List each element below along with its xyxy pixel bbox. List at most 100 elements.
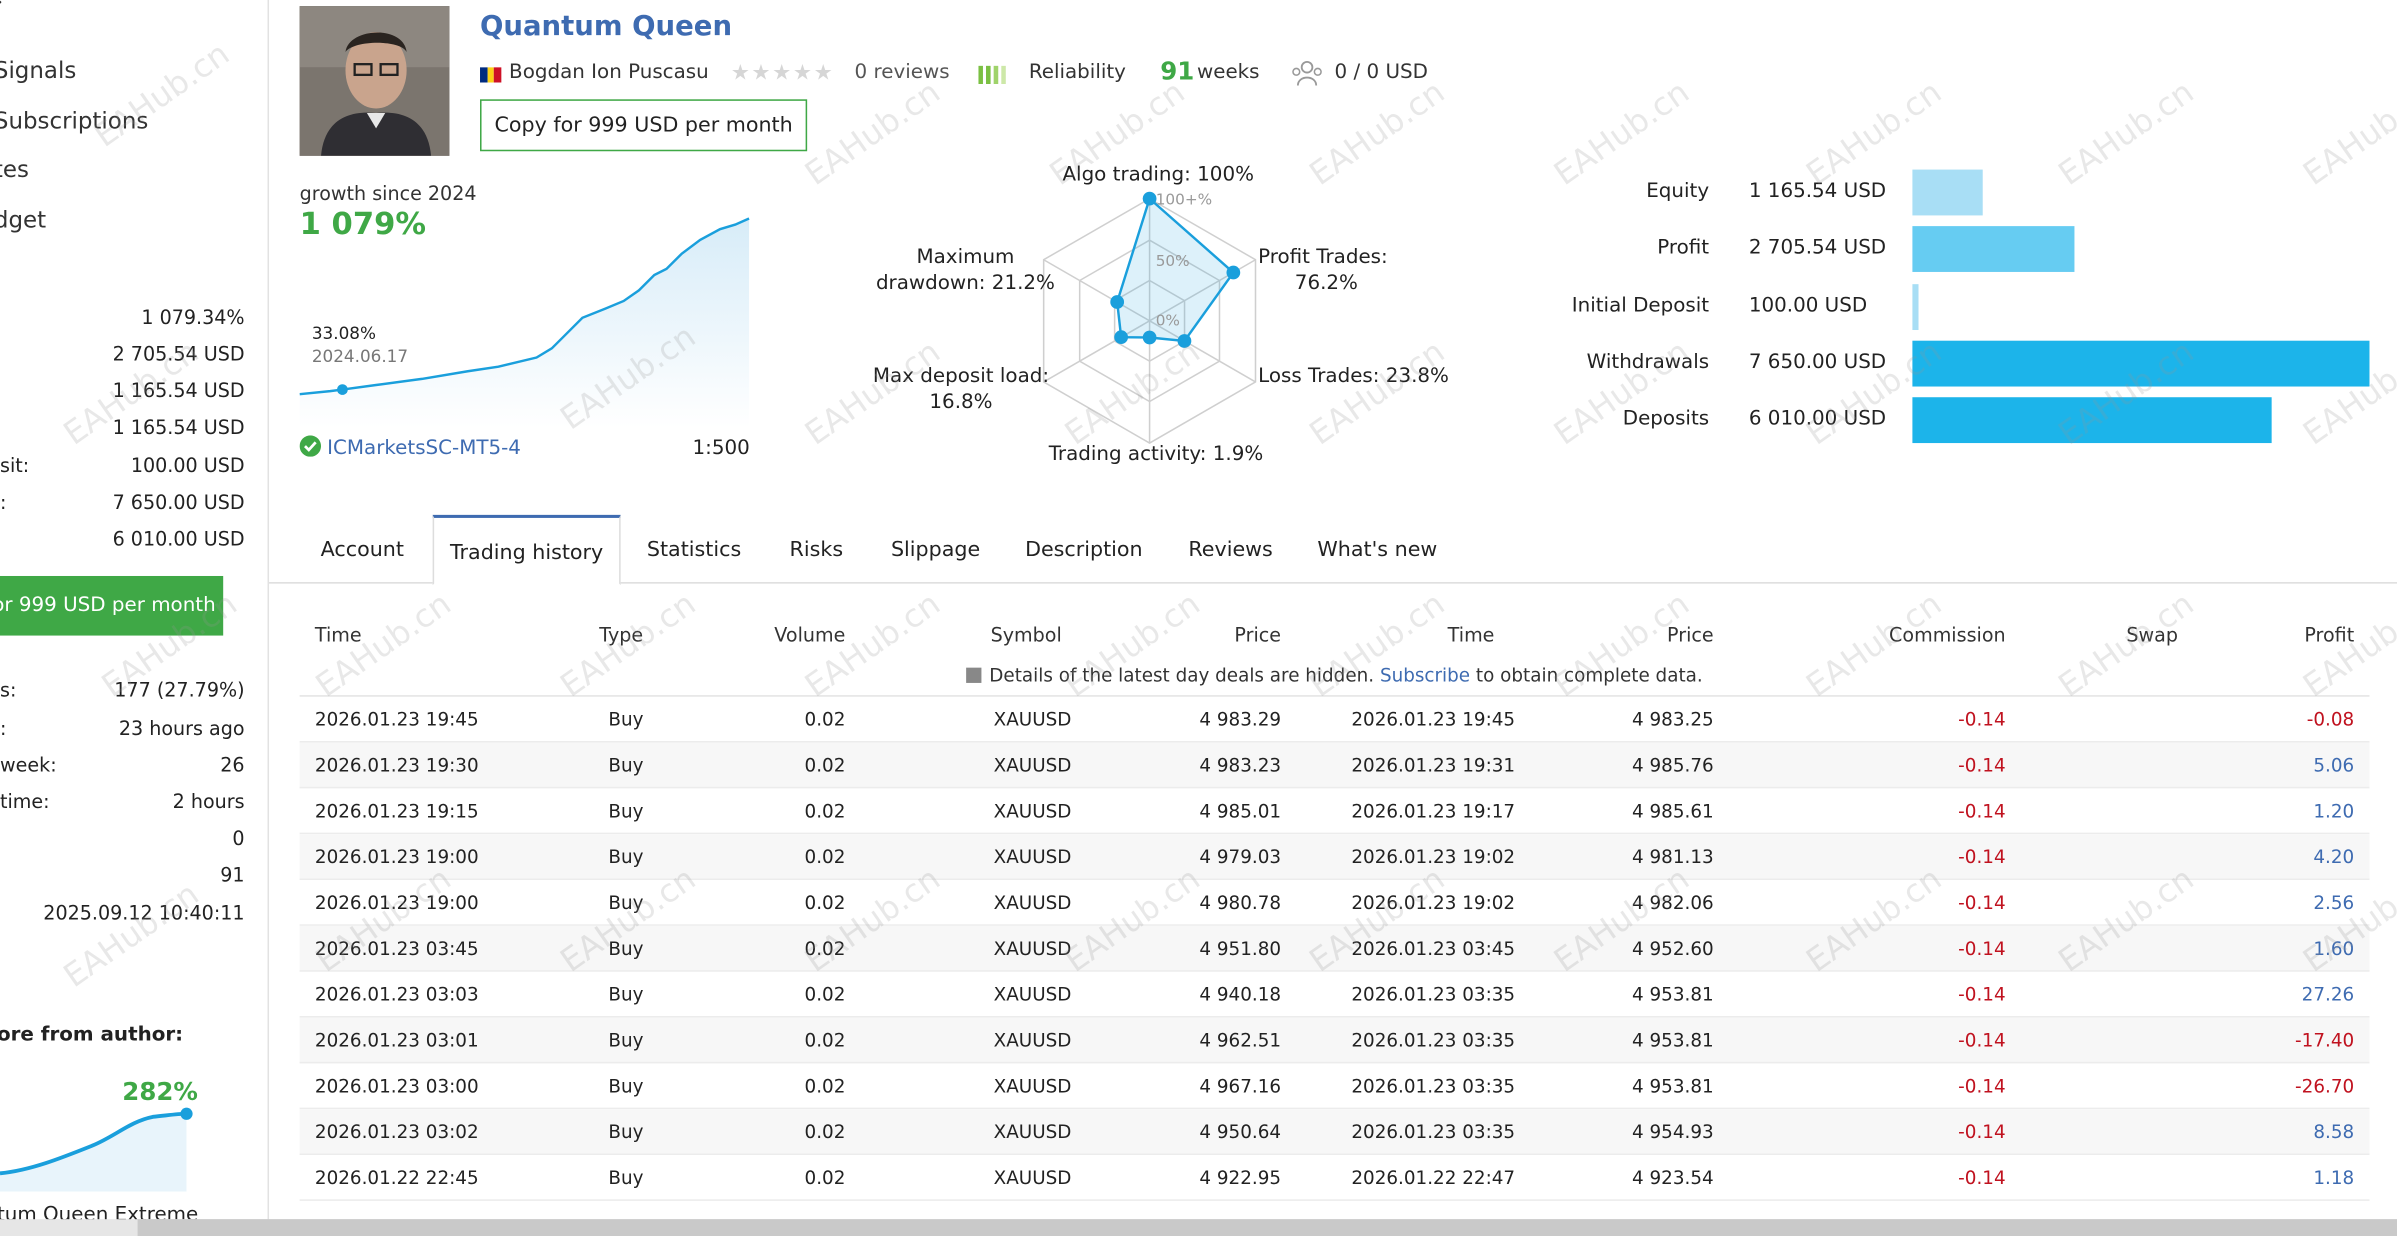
table-row[interactable]: 2026.01.23 03:00 Buy 0.02 XAUUSD 4 967.16 202… (299, 1063, 2370, 1110)
tab-trading-history[interactable]: Trading history (432, 514, 621, 586)
table-row[interactable]: 2026.01.23 03:03 Buy 0.02 XAUUSD 4 940.18 202… (299, 972, 2370, 1018)
growth-chart[interactable]: 33.08% 2024.06.17 (299, 214, 759, 428)
radar-chart: 100+% 50% 0% (1042, 191, 1257, 444)
balance-bar[interactable] (1912, 340, 2370, 387)
cell-price-open: 4 950.64 (1199, 1121, 1282, 1143)
sidebar-item-tes[interactable]: tes (0, 155, 29, 184)
table-row[interactable]: 2026.01.23 03:02 Buy 0.02 XAUUSD 4 950.64 202… (299, 1109, 2370, 1156)
cell-profit: 27.26 (2301, 983, 2355, 1006)
broker-link[interactable]: ICMarketsSC-MT5-4 (299, 435, 521, 460)
cell-symbol: XAUUSD (993, 800, 1072, 822)
tab-risks[interactable]: Risks (789, 537, 844, 563)
author-name[interactable]: Bogdan Ion Puscasu (509, 61, 709, 85)
tab-statistics[interactable]: Statistics (646, 537, 742, 563)
table-row[interactable]: 2026.01.23 19:30 Buy 0.02 XAUUSD 4 983.23 202… (299, 742, 2370, 789)
cell-commission: -0.14 (1958, 800, 2006, 822)
table-row[interactable]: 2026.01.23 19:00 Buy 0.02 XAUUSD 4 979.03 202… (299, 834, 2370, 881)
col-header-time[interactable]: Time (314, 623, 362, 647)
balance-row: Equity 1 165.54 USD (1529, 169, 2385, 216)
reviews-count[interactable]: 0 reviews (854, 61, 950, 85)
col-header-symbol[interactable]: Symbol (990, 623, 1062, 647)
growth-tooltip-date: 2024.06.17 (312, 346, 408, 366)
cell-volume: 0.02 (804, 983, 846, 1006)
balance-bar[interactable] (1912, 226, 2075, 272)
sidebar-item-partial[interactable]: › (0, 0, 3, 15)
cell-profit: 4.20 (2313, 846, 2355, 868)
cell-profit: 8.58 (2313, 1121, 2355, 1143)
radar-label-profit-trades: Profit Trades: 76.2% (1258, 244, 1388, 296)
sidebar-item-budget[interactable]: dget (0, 206, 47, 234)
col-header-swap[interactable]: Swap (2126, 623, 2179, 647)
cell-symbol: XAUUSD (993, 1167, 1072, 1189)
cell-type: Buy (608, 754, 644, 777)
table-row[interactable]: 2026.01.23 19:15 Buy 0.02 XAUUSD 4 985.01 202… (299, 788, 2370, 835)
radar-label-deposit-load: Max deposit load: 16.8% (873, 364, 1049, 416)
balance-row: Withdrawals 7 650.00 USD (1529, 340, 2385, 387)
growth-tooltip-point (337, 384, 348, 395)
cell-commission: -0.14 (1958, 1167, 2006, 1189)
tab-account[interactable]: Account (320, 537, 404, 563)
weeks-label: weeks (1196, 61, 1260, 85)
sidebar-item-subscriptions[interactable]: Subscriptions (0, 106, 149, 135)
author-avatar[interactable] (299, 6, 450, 156)
cell-price-open: 4 980.78 (1199, 892, 1282, 914)
cell-profit: -17.40 (2295, 1029, 2355, 1052)
stat-value: 1 079.34% (141, 305, 245, 329)
radar-scale-100: 100+% (1156, 191, 1212, 209)
tab-description[interactable]: Description (1025, 537, 1143, 563)
more-signal-sparkline[interactable] (0, 1100, 199, 1192)
radar-label-load-line2: 16.8% (929, 391, 993, 415)
radar-axis (1043, 320, 1150, 383)
tab-bar: Account Trading history Statistics Risks… (269, 514, 2397, 586)
col-header-volume[interactable]: Volume (774, 623, 846, 647)
sidebar-copy-button[interactable]: or 999 USD per month (0, 575, 224, 636)
sidebar-item-signals[interactable]: Signals (0, 56, 77, 85)
balance-label: Equity (1646, 180, 1710, 204)
stat-value: 177 (27.79%) (114, 678, 245, 702)
table-row[interactable]: 2026.01.22 22:45 Buy 0.02 XAUUSD 4 922.95 202… (299, 1155, 2370, 1201)
radar-label-profit-line2: 76.2% (1294, 271, 1358, 295)
balance-label: Deposits (1622, 407, 1710, 431)
cell-time-close: 2026.01.23 03:35 (1351, 1121, 1516, 1143)
radar-label-drawdown: Maximum drawdown: 21.2% (876, 244, 1055, 296)
col-header-time-close[interactable]: Time (1447, 623, 1495, 647)
cell-time-close: 2026.01.23 19:31 (1351, 754, 1516, 777)
balance-bar[interactable] (1912, 284, 1919, 331)
cell-time-open: 2026.01.23 19:45 (314, 708, 479, 731)
table-row[interactable]: 2026.01.23 03:45 Buy 0.02 XAUUSD 4 951.80 202… (299, 925, 2370, 972)
cell-profit: 5.06 (2313, 754, 2355, 777)
col-header-profit[interactable]: Profit (2304, 623, 2355, 647)
stat-label: time: (0, 789, 50, 813)
sidebar-stat-row: sit: 100.00 USD (0, 454, 245, 482)
scrollbar-thumb[interactable] (137, 1219, 2397, 1236)
col-header-price-close[interactable]: Price (1667, 623, 1714, 647)
sidebar-stat-row: s: 177 (27.79%) (0, 678, 245, 706)
col-header-commission[interactable]: Commission (1889, 623, 2006, 647)
radar-point (1142, 330, 1157, 345)
table-row[interactable]: 2026.01.23 19:00 Buy 0.02 XAUUSD 4 980.78 202… (299, 880, 2370, 926)
stat-label: : (0, 490, 7, 514)
sidebar-stat-row: : 23 hours ago (0, 717, 245, 745)
cell-symbol: XAUUSD (993, 1121, 1072, 1143)
sidebar-stat-row: 2025.09.12 10:40:11 (0, 901, 245, 929)
signal-title[interactable]: Quantum Queen (480, 10, 733, 43)
subscribe-link[interactable]: Subscribe (1379, 664, 1471, 686)
cell-time-open: 2026.01.23 19:15 (314, 800, 479, 822)
stat-value: 1 165.54 USD (112, 378, 245, 402)
cell-symbol: XAUUSD (993, 708, 1072, 731)
balance-bar[interactable] (1912, 397, 2272, 444)
col-header-price-open[interactable]: Price (1234, 623, 1282, 647)
tab-reviews[interactable]: Reviews (1188, 537, 1273, 563)
cell-price-open: 4 951.80 (1199, 938, 1282, 960)
tab-whats-new[interactable]: What's new (1317, 537, 1438, 563)
copy-signal-button[interactable]: Copy for 999 USD per month (480, 99, 808, 152)
horizontal-scrollbar[interactable] (0, 1219, 2397, 1236)
broker-name[interactable]: ICMarketsSC-MT5-4 (327, 436, 521, 460)
table-row[interactable]: 2026.01.23 03:01 Buy 0.02 XAUUSD 4 962.51 202… (299, 1017, 2370, 1064)
balance-label: Initial Deposit (1571, 294, 1710, 318)
tab-slippage[interactable]: Slippage (890, 537, 981, 563)
col-header-type[interactable]: Type (599, 623, 644, 647)
table-row[interactable]: 2026.01.23 19:45 Buy 0.02 XAUUSD 4 983.29 202… (299, 697, 2370, 743)
balance-bar[interactable] (1912, 169, 1983, 216)
